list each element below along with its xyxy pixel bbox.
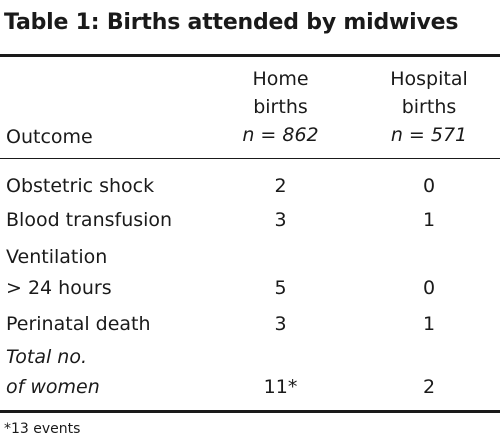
row-hospital-value: 2 xyxy=(422,376,436,398)
header-hospital-n: n = 571 xyxy=(390,124,468,146)
row-home-value: 3 xyxy=(274,313,287,335)
footnote: *13 events xyxy=(4,421,81,437)
row-label: Obstetric shock xyxy=(6,175,155,197)
header-rule xyxy=(0,158,500,159)
header-home-n: n = 862 xyxy=(242,124,319,146)
row-label: Perinatal death xyxy=(6,313,151,335)
row-label: Blood transfusion xyxy=(6,209,173,231)
top-rule xyxy=(0,54,500,57)
header-home-line2: births xyxy=(253,96,308,118)
row-hospital-value: 1 xyxy=(422,313,436,335)
row-hospital-value: 1 xyxy=(422,209,436,231)
header-hospital-line1: Hospital xyxy=(390,68,468,90)
row-hospital-value: 0 xyxy=(422,277,436,299)
table-title: Table 1: Births attended by midwives xyxy=(4,10,459,35)
row-home-value: 2 xyxy=(274,175,287,197)
row-label-line2: of women xyxy=(6,376,100,398)
header-outcome: Outcome xyxy=(6,126,93,148)
row-label: Total no. xyxy=(6,346,88,368)
header-hospital-line2: births xyxy=(401,96,457,118)
row-label: Ventilation xyxy=(6,246,108,268)
row-home-value: 3 xyxy=(274,209,287,231)
bottom-rule xyxy=(0,410,500,413)
row-label-line2: > 24 hours xyxy=(6,277,112,299)
row-home-value: 5 xyxy=(274,277,287,299)
header-home-line1: Home xyxy=(252,68,309,90)
row-hospital-value: 0 xyxy=(422,175,436,197)
row-home-value: 11* xyxy=(263,376,298,398)
